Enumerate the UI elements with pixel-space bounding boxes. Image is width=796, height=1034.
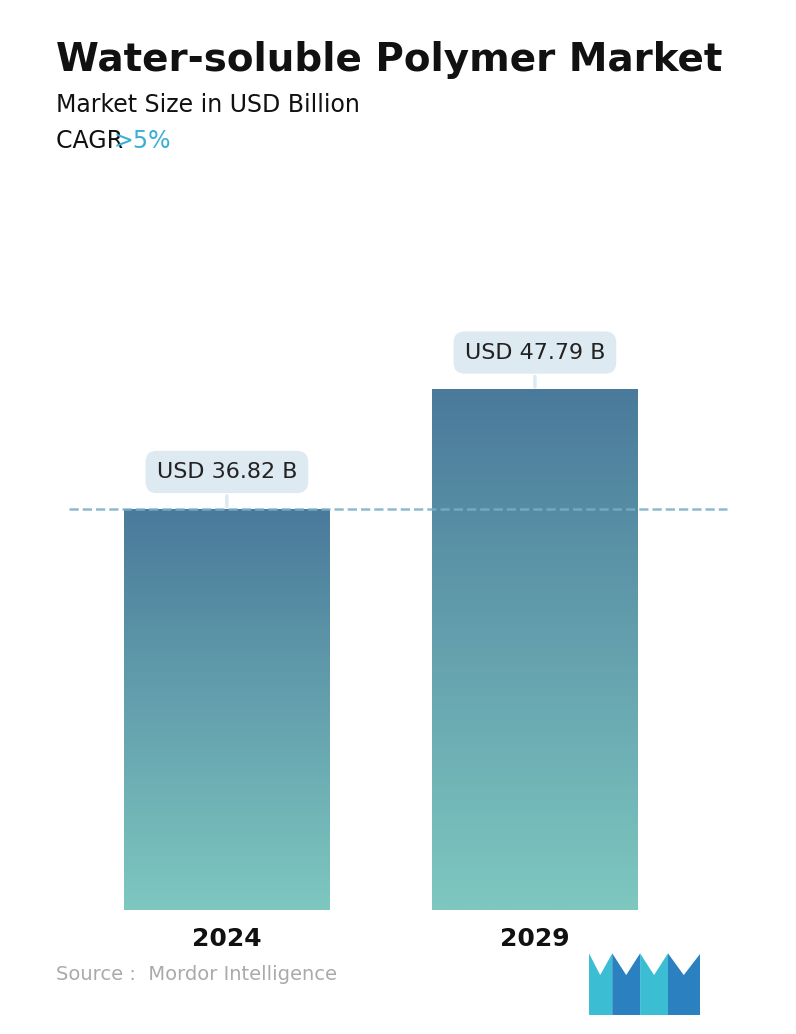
Text: CAGR: CAGR — [56, 129, 131, 153]
Text: Water-soluble Polymer Market: Water-soluble Polymer Market — [56, 41, 722, 80]
Polygon shape — [668, 953, 700, 1015]
Polygon shape — [589, 953, 612, 1015]
Polygon shape — [612, 953, 640, 1015]
Text: Market Size in USD Billion: Market Size in USD Billion — [56, 93, 360, 117]
Text: >5%: >5% — [113, 129, 170, 153]
Text: USD 36.82 B: USD 36.82 B — [157, 462, 297, 507]
Text: USD 47.79 B: USD 47.79 B — [465, 342, 605, 387]
Polygon shape — [640, 953, 668, 1015]
Text: Source :  Mordor Intelligence: Source : Mordor Intelligence — [56, 966, 337, 984]
